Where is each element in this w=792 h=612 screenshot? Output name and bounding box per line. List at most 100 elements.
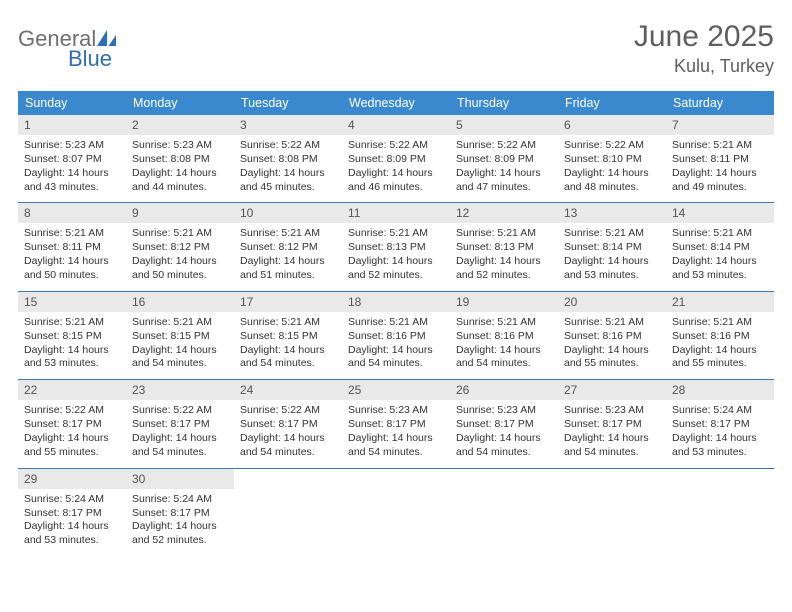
location-label: Kulu, Turkey (634, 56, 774, 77)
day-details: Sunrise: 5:22 AMSunset: 8:08 PMDaylight:… (234, 135, 342, 202)
weekday-header: Monday (126, 91, 234, 115)
day-number: 27 (558, 380, 666, 400)
weekday-header: Wednesday (342, 91, 450, 115)
day-number: 24 (234, 380, 342, 400)
calendar-cell: 25Sunrise: 5:23 AMSunset: 8:17 PMDayligh… (342, 380, 450, 468)
day-number: 10 (234, 203, 342, 223)
weekday-header: Sunday (18, 91, 126, 115)
calendar-cell: 6Sunrise: 5:22 AMSunset: 8:10 PMDaylight… (558, 115, 666, 203)
calendar-cell: 16Sunrise: 5:21 AMSunset: 8:15 PMDayligh… (126, 291, 234, 379)
day-number: 15 (18, 292, 126, 312)
day-details: Sunrise: 5:21 AMSunset: 8:11 PMDaylight:… (666, 135, 774, 202)
calendar-cell: 15Sunrise: 5:21 AMSunset: 8:15 PMDayligh… (18, 291, 126, 379)
day-details: Sunrise: 5:21 AMSunset: 8:16 PMDaylight:… (666, 312, 774, 379)
day-number: 29 (18, 469, 126, 489)
calendar-cell: 5Sunrise: 5:22 AMSunset: 8:09 PMDaylight… (450, 115, 558, 203)
calendar-table: SundayMondayTuesdayWednesdayThursdayFrid… (18, 91, 774, 556)
day-number: 23 (126, 380, 234, 400)
day-details: Sunrise: 5:22 AMSunset: 8:17 PMDaylight:… (18, 400, 126, 467)
weekday-header: Friday (558, 91, 666, 115)
calendar-cell: 18Sunrise: 5:21 AMSunset: 8:16 PMDayligh… (342, 291, 450, 379)
day-number: 26 (450, 380, 558, 400)
day-details: Sunrise: 5:21 AMSunset: 8:12 PMDaylight:… (234, 223, 342, 290)
day-number: 9 (126, 203, 234, 223)
day-number: 5 (450, 115, 558, 135)
calendar-row: 29Sunrise: 5:24 AMSunset: 8:17 PMDayligh… (18, 468, 774, 556)
calendar-cell: 7Sunrise: 5:21 AMSunset: 8:11 PMDaylight… (666, 115, 774, 203)
day-number: 18 (342, 292, 450, 312)
day-details: Sunrise: 5:23 AMSunset: 8:08 PMDaylight:… (126, 135, 234, 202)
calendar-cell: 21Sunrise: 5:21 AMSunset: 8:16 PMDayligh… (666, 291, 774, 379)
calendar-row: 15Sunrise: 5:21 AMSunset: 8:15 PMDayligh… (18, 291, 774, 379)
day-details: Sunrise: 5:21 AMSunset: 8:11 PMDaylight:… (18, 223, 126, 290)
calendar-cell: 9Sunrise: 5:21 AMSunset: 8:12 PMDaylight… (126, 203, 234, 291)
day-number: 20 (558, 292, 666, 312)
page-title: June 2025 (634, 20, 774, 54)
header: GeneralBlue June 2025 Kulu, Turkey (18, 20, 774, 77)
calendar-cell: 17Sunrise: 5:21 AMSunset: 8:15 PMDayligh… (234, 291, 342, 379)
calendar-cell: 23Sunrise: 5:22 AMSunset: 8:17 PMDayligh… (126, 380, 234, 468)
day-number: 6 (558, 115, 666, 135)
day-number: 1 (18, 115, 126, 135)
day-details: Sunrise: 5:21 AMSunset: 8:16 PMDaylight:… (450, 312, 558, 379)
calendar-cell: 26Sunrise: 5:23 AMSunset: 8:17 PMDayligh… (450, 380, 558, 468)
day-number: 14 (666, 203, 774, 223)
calendar-body: 1Sunrise: 5:23 AMSunset: 8:07 PMDaylight… (18, 115, 774, 556)
calendar-cell: 30Sunrise: 5:24 AMSunset: 8:17 PMDayligh… (126, 468, 234, 556)
day-details: Sunrise: 5:23 AMSunset: 8:07 PMDaylight:… (18, 135, 126, 202)
calendar-cell: 29Sunrise: 5:24 AMSunset: 8:17 PMDayligh… (18, 468, 126, 556)
day-details: Sunrise: 5:21 AMSunset: 8:12 PMDaylight:… (126, 223, 234, 290)
day-details: Sunrise: 5:21 AMSunset: 8:14 PMDaylight:… (666, 223, 774, 290)
calendar-row: 8Sunrise: 5:21 AMSunset: 8:11 PMDaylight… (18, 203, 774, 291)
day-number: 7 (666, 115, 774, 135)
day-details: Sunrise: 5:24 AMSunset: 8:17 PMDaylight:… (666, 400, 774, 467)
calendar-cell: 22Sunrise: 5:22 AMSunset: 8:17 PMDayligh… (18, 380, 126, 468)
day-number: 13 (558, 203, 666, 223)
calendar-cell (666, 468, 774, 556)
calendar-cell: 10Sunrise: 5:21 AMSunset: 8:12 PMDayligh… (234, 203, 342, 291)
day-number: 30 (126, 469, 234, 489)
weekday-header: Thursday (450, 91, 558, 115)
calendar-cell (558, 468, 666, 556)
day-details: Sunrise: 5:23 AMSunset: 8:17 PMDaylight:… (450, 400, 558, 467)
day-number: 19 (450, 292, 558, 312)
calendar-cell: 14Sunrise: 5:21 AMSunset: 8:14 PMDayligh… (666, 203, 774, 291)
calendar-cell (342, 468, 450, 556)
calendar-cell: 27Sunrise: 5:23 AMSunset: 8:17 PMDayligh… (558, 380, 666, 468)
day-number: 11 (342, 203, 450, 223)
calendar-cell: 11Sunrise: 5:21 AMSunset: 8:13 PMDayligh… (342, 203, 450, 291)
day-details: Sunrise: 5:21 AMSunset: 8:14 PMDaylight:… (558, 223, 666, 290)
day-details: Sunrise: 5:21 AMSunset: 8:16 PMDaylight:… (342, 312, 450, 379)
calendar-row: 22Sunrise: 5:22 AMSunset: 8:17 PMDayligh… (18, 380, 774, 468)
day-number: 3 (234, 115, 342, 135)
day-details: Sunrise: 5:21 AMSunset: 8:16 PMDaylight:… (558, 312, 666, 379)
calendar-cell (450, 468, 558, 556)
logo: GeneralBlue (18, 20, 118, 72)
calendar-cell: 13Sunrise: 5:21 AMSunset: 8:14 PMDayligh… (558, 203, 666, 291)
day-details: Sunrise: 5:24 AMSunset: 8:17 PMDaylight:… (126, 489, 234, 556)
weekday-header: Saturday (666, 91, 774, 115)
day-details: Sunrise: 5:23 AMSunset: 8:17 PMDaylight:… (342, 400, 450, 467)
calendar-cell: 1Sunrise: 5:23 AMSunset: 8:07 PMDaylight… (18, 115, 126, 203)
day-details: Sunrise: 5:24 AMSunset: 8:17 PMDaylight:… (18, 489, 126, 556)
day-details: Sunrise: 5:22 AMSunset: 8:09 PMDaylight:… (450, 135, 558, 202)
calendar-row: 1Sunrise: 5:23 AMSunset: 8:07 PMDaylight… (18, 115, 774, 203)
day-details: Sunrise: 5:22 AMSunset: 8:17 PMDaylight:… (126, 400, 234, 467)
calendar-cell: 20Sunrise: 5:21 AMSunset: 8:16 PMDayligh… (558, 291, 666, 379)
day-details: Sunrise: 5:22 AMSunset: 8:09 PMDaylight:… (342, 135, 450, 202)
calendar-cell: 19Sunrise: 5:21 AMSunset: 8:16 PMDayligh… (450, 291, 558, 379)
day-number: 25 (342, 380, 450, 400)
day-details: Sunrise: 5:22 AMSunset: 8:17 PMDaylight:… (234, 400, 342, 467)
weekday-header-row: SundayMondayTuesdayWednesdayThursdayFrid… (18, 91, 774, 115)
day-details: Sunrise: 5:23 AMSunset: 8:17 PMDaylight:… (558, 400, 666, 467)
day-number: 22 (18, 380, 126, 400)
day-details: Sunrise: 5:21 AMSunset: 8:15 PMDaylight:… (18, 312, 126, 379)
day-number: 12 (450, 203, 558, 223)
calendar-cell: 28Sunrise: 5:24 AMSunset: 8:17 PMDayligh… (666, 380, 774, 468)
day-details: Sunrise: 5:22 AMSunset: 8:10 PMDaylight:… (558, 135, 666, 202)
day-details: Sunrise: 5:21 AMSunset: 8:13 PMDaylight:… (450, 223, 558, 290)
day-number: 21 (666, 292, 774, 312)
weekday-header: Tuesday (234, 91, 342, 115)
day-number: 28 (666, 380, 774, 400)
day-number: 16 (126, 292, 234, 312)
